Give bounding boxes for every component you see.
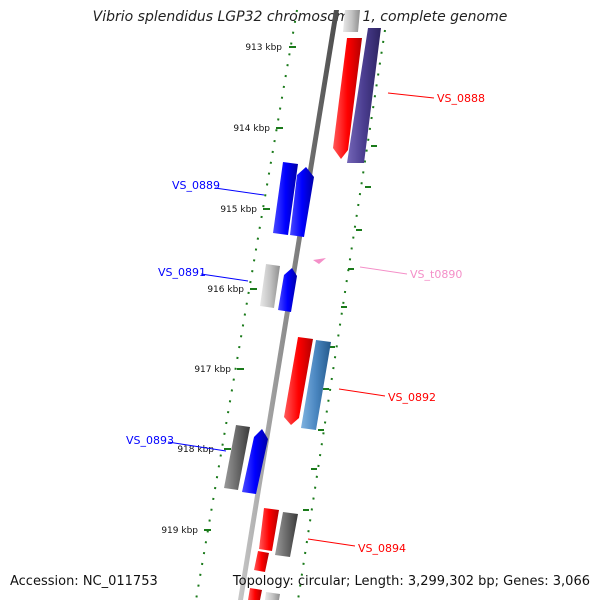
gene-bottom-partial	[248, 588, 280, 600]
gene-vs0888-cds-purple[interactable]	[347, 28, 381, 163]
gene-vs0894-cds-red[interactable]	[259, 508, 279, 551]
gene-vs0892-cds-red[interactable]	[284, 337, 313, 425]
tick-label-915: 915 kbp	[220, 205, 257, 215]
tick-label-913: 913 kbp	[245, 43, 282, 53]
tick-label-919: 919 kbp	[161, 526, 198, 536]
gene-vs0889[interactable]: VS_0889	[172, 162, 314, 237]
gene-vs0892-cds-steel[interactable]	[301, 340, 331, 430]
gene-vs0889-cds-1[interactable]	[273, 162, 298, 235]
gene-label-vst0890[interactable]: VS_t0890	[410, 268, 462, 281]
tick-916: 916 kbp	[207, 285, 257, 295]
tick-917: 917 kbp	[194, 365, 244, 375]
map-title: Vibrio splendidus LGP32 chromosome 1, co…	[92, 9, 508, 25]
gene-label-vs0891[interactable]: VS_0891	[158, 266, 206, 279]
gene-vs0888-top-light	[343, 10, 360, 32]
scale-ticks: 913 kbp 914 kbp 915 kbp 916 kbp 917 kbp …	[161, 43, 296, 536]
minor-ticks-right	[303, 145, 377, 511]
tick-label-914: 914 kbp	[233, 124, 270, 134]
gene-vs0889-cds-2[interactable]	[290, 167, 314, 237]
dotted-guide	[195, 9, 298, 600]
gene-vs0894-cds-gray[interactable]	[275, 512, 298, 557]
gene-label-vs0889[interactable]: VS_0889	[172, 179, 220, 192]
tick-918: 918 kbp	[177, 445, 231, 455]
tick-label-917: 917 kbp	[194, 365, 231, 375]
gene-vs0892[interactable]: VS_0892	[284, 337, 436, 430]
gene-label-vs0893[interactable]: VS_0893	[126, 434, 174, 447]
gene-vs0891-cds-blue[interactable]	[278, 268, 297, 312]
gene-vs0893-cds-gray[interactable]	[224, 425, 250, 490]
gene-vst0890-trna[interactable]	[313, 258, 326, 264]
gene-vst0890[interactable]: VS_t0890	[313, 258, 462, 281]
tick-915: 915 kbp	[220, 205, 270, 215]
tick-label-918: 918 kbp	[177, 445, 214, 455]
tick-label-916: 916 kbp	[207, 285, 244, 295]
gene-vs0888[interactable]: VS_0888	[333, 10, 485, 163]
gene-label-vs0894[interactable]: VS_0894	[358, 542, 406, 555]
gene-vs0894-cds-red-2[interactable]	[254, 551, 269, 572]
gene-vs0893[interactable]: VS_0893	[126, 425, 268, 494]
gene-vs0893-cds-blue[interactable]	[242, 429, 268, 494]
gene-vs0894[interactable]: VS_0894	[254, 508, 406, 572]
accession-text: Accession: NC_011753	[10, 574, 158, 589]
gene-vs0888-cds[interactable]	[333, 38, 362, 159]
tick-913: 913 kbp	[245, 43, 296, 53]
gene-vs0891[interactable]: VS_0891	[158, 264, 297, 312]
tick-guide-lines	[195, 9, 386, 600]
gene-vs0891-cds-light[interactable]	[260, 264, 280, 308]
genome-summary-text: Topology: circular; Length: 3,299,302 bp…	[232, 574, 590, 589]
tick-919: 919 kbp	[161, 526, 211, 536]
gene-label-vs0888[interactable]: VS_0888	[437, 92, 485, 105]
tick-914: 914 kbp	[233, 124, 283, 134]
gene-label-vs0892[interactable]: VS_0892	[388, 391, 436, 404]
